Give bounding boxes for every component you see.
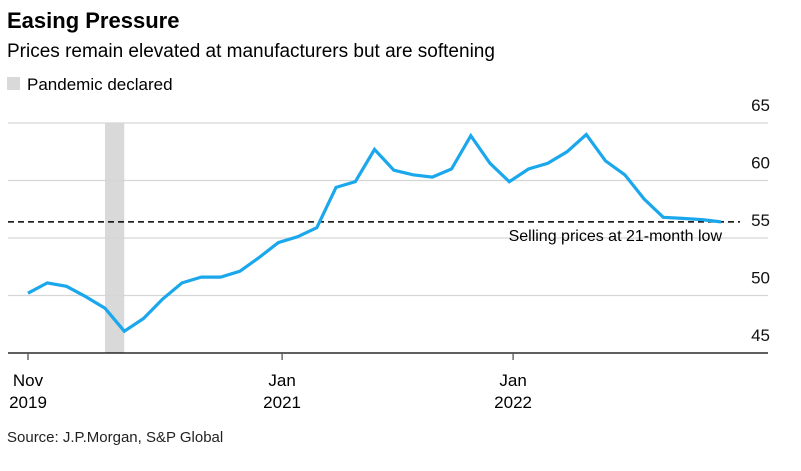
x-tick-label: 2022 <box>494 393 532 412</box>
chart-subtitle: Prices remain elevated at manufacturers … <box>7 41 495 62</box>
x-tick-label: Jan <box>499 371 526 390</box>
source-note: Source: J.P.Morgan, S&P Global <box>7 429 223 446</box>
x-tick-label: 2019 <box>9 393 47 412</box>
reference-annotation: Selling prices at 21-month low <box>509 228 723 245</box>
chart-title: Easing Pressure <box>7 8 179 33</box>
x-tick-label: Nov <box>13 371 44 390</box>
y-tick-label: 55 <box>751 211 770 230</box>
x-tick-label: Jan <box>268 371 295 390</box>
legend-label-pandemic: Pandemic declared <box>27 75 173 94</box>
legend-swatch-pandemic <box>7 77 20 90</box>
y-tick-label: 60 <box>751 154 770 173</box>
y-tick-label: 50 <box>751 269 770 288</box>
y-tick-label: 65 <box>751 96 770 115</box>
y-tick-label: 45 <box>751 326 770 345</box>
x-tick-label: 2021 <box>263 393 301 412</box>
